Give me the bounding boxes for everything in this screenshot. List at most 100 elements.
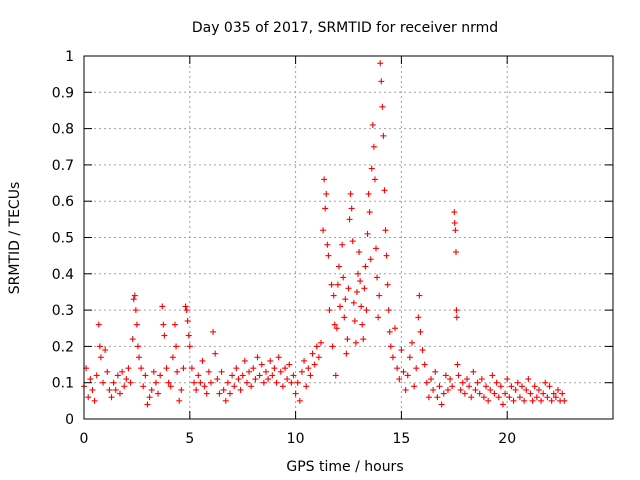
x-tick-label: 10: [287, 431, 305, 447]
data-point: [351, 317, 358, 324]
data-point: [535, 386, 542, 393]
x-tick-label: 5: [185, 431, 194, 447]
data-point: [339, 241, 346, 248]
data-point: [447, 376, 454, 383]
data-point: [389, 354, 396, 361]
data-point: [468, 394, 475, 401]
x-tick-label: 20: [498, 431, 516, 447]
data-point: [344, 336, 351, 343]
data-point: [303, 383, 310, 390]
data-point: [451, 219, 458, 226]
data-point: [398, 347, 405, 354]
data-point: [512, 386, 519, 393]
data-point: [504, 376, 511, 383]
data-point: [104, 368, 111, 375]
x-tick-label: 15: [392, 431, 410, 447]
data-point: [97, 354, 104, 361]
y-tick-label: 0: [65, 412, 74, 428]
data-point: [368, 165, 375, 172]
data-point: [155, 390, 162, 397]
data-point: [451, 209, 458, 216]
data-point: [508, 383, 515, 390]
data-point: [292, 390, 299, 397]
data-point: [286, 361, 293, 368]
data-point: [233, 365, 240, 372]
y-tick-label: 0.1: [52, 376, 74, 392]
data-point: [216, 390, 223, 397]
data-point: [506, 394, 513, 401]
data-point: [271, 365, 278, 372]
data-point: [442, 372, 449, 379]
data-point: [493, 379, 500, 386]
data-point: [108, 394, 115, 401]
data-point: [331, 321, 338, 328]
data-point: [502, 390, 509, 397]
data-point: [207, 379, 214, 386]
data-point: [358, 303, 365, 310]
data-point: [178, 386, 185, 393]
data-point: [252, 376, 259, 383]
data-point: [288, 379, 295, 386]
data-point: [273, 379, 280, 386]
data-point: [146, 394, 153, 401]
data-point: [323, 190, 330, 197]
data-point: [521, 397, 528, 404]
data-point: [235, 376, 242, 383]
data-point: [455, 372, 462, 379]
data-point: [315, 354, 322, 361]
data-point: [160, 321, 167, 328]
data-point: [275, 354, 282, 361]
data-point: [165, 379, 172, 386]
data-point: [430, 386, 437, 393]
data-point: [381, 187, 388, 194]
data-point: [326, 307, 333, 314]
data-point: [382, 227, 389, 234]
data-point: [239, 372, 246, 379]
data-point: [561, 397, 568, 404]
data-point: [85, 394, 92, 401]
data-point: [265, 376, 272, 383]
data-point: [231, 383, 238, 390]
data-point: [540, 390, 547, 397]
data-point: [364, 230, 371, 237]
data-point: [106, 386, 113, 393]
data-point: [330, 292, 337, 299]
data-point: [411, 383, 418, 390]
data-point: [159, 303, 166, 310]
data-point: [163, 365, 170, 372]
x-tick-label: 0: [80, 431, 89, 447]
data-point: [386, 328, 393, 335]
data-point: [436, 383, 443, 390]
data-point: [311, 361, 318, 368]
data-point: [525, 376, 532, 383]
data-point: [400, 368, 407, 375]
data-point: [559, 390, 566, 397]
data-point: [161, 332, 168, 339]
data-point: [483, 383, 490, 390]
data-point: [91, 397, 98, 404]
data-point: [454, 361, 461, 368]
data-point: [246, 368, 253, 375]
data-point: [243, 379, 250, 386]
data-point: [404, 372, 411, 379]
data-point: [148, 386, 155, 393]
y-tick-label: 0.5: [52, 231, 74, 247]
data-point: [188, 365, 195, 372]
data-point: [542, 379, 549, 386]
data-point: [476, 390, 483, 397]
grid-lines: [84, 56, 613, 419]
data-point: [214, 376, 221, 383]
data-point: [176, 397, 183, 404]
data-point: [406, 354, 413, 361]
data-point: [334, 281, 341, 288]
data-point: [377, 60, 384, 67]
data-point: [385, 307, 392, 314]
axis-ticks: 00.10.20.30.40.50.60.70.80.910 5 10 15 20: [52, 49, 613, 447]
data-point: [185, 332, 192, 339]
data-point: [193, 386, 200, 393]
data-point: [131, 292, 138, 299]
data-point: [205, 368, 212, 375]
data-point: [416, 292, 423, 299]
data-point: [548, 397, 555, 404]
data-point: [173, 343, 180, 350]
